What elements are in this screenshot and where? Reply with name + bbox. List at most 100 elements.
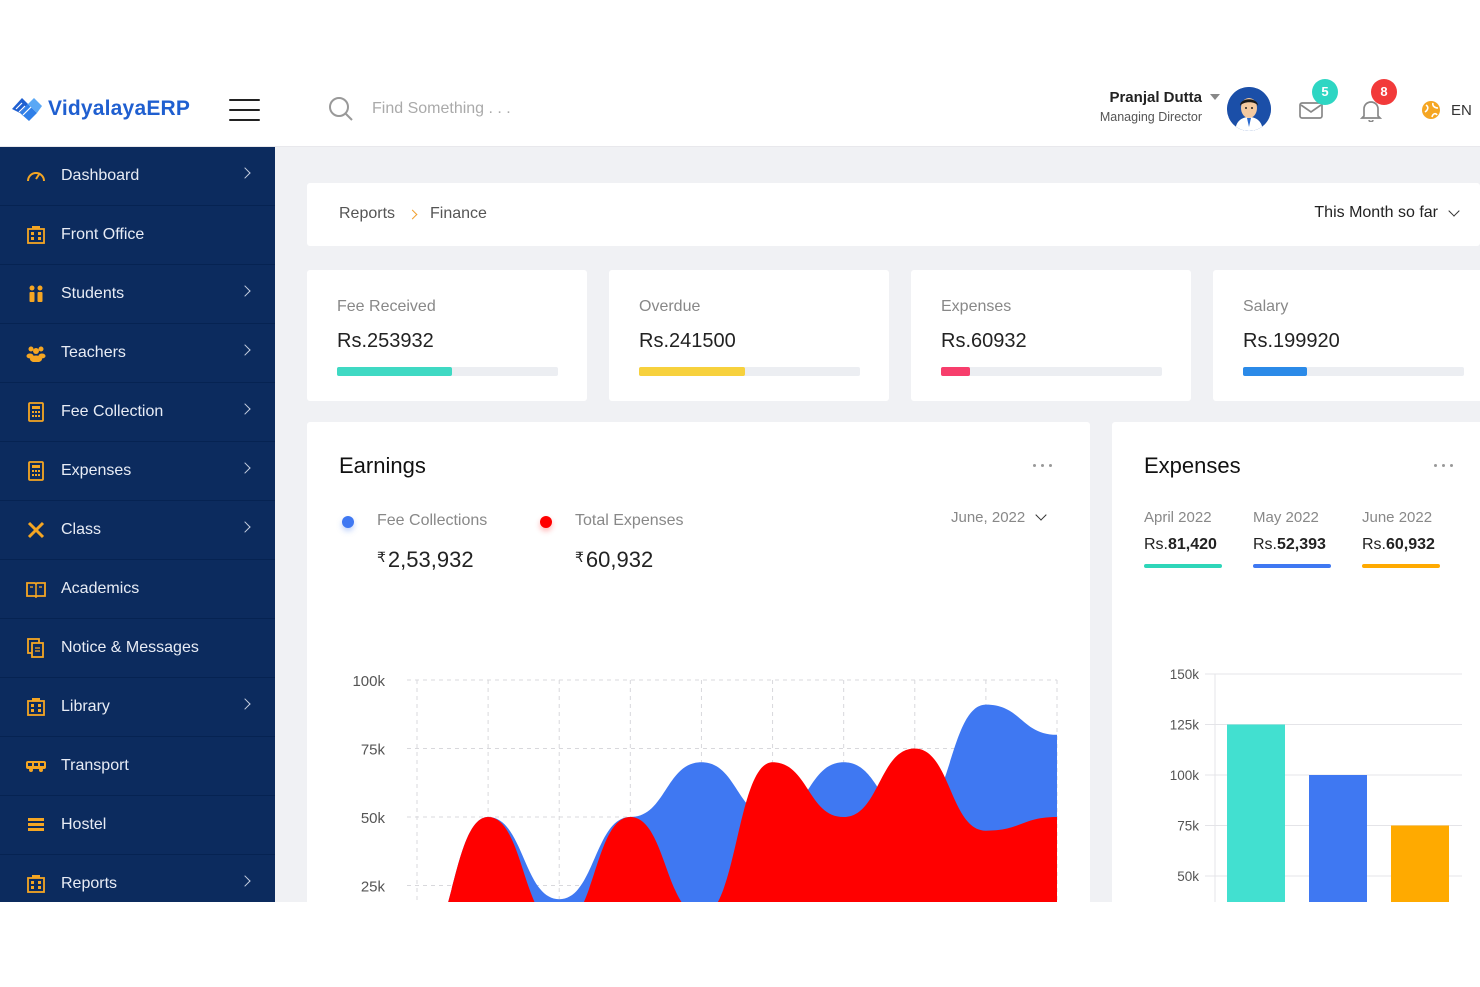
breadcrumb-bar: Reports Finance This Month so far [307, 183, 1480, 246]
sidebar: Dashboard Front Office Students Teachers Fee… [0, 147, 275, 902]
month-label: April 2022 [1144, 509, 1212, 526]
month-label: May 2022 [1253, 509, 1319, 526]
legend-label: Fee Collections [377, 512, 488, 529]
more-options-icon[interactable] [1434, 464, 1453, 467]
stat-value: Rs.60932 [941, 330, 1027, 352]
sidebar-item-expenses[interactable]: Expenses [0, 442, 275, 501]
progress-fill [1243, 367, 1308, 376]
y-tick-label: 125k [1170, 718, 1200, 733]
y-tick-label: 50k [1177, 869, 1199, 884]
stat-value: Rs.253932 [337, 330, 434, 352]
breadcrumb-reports[interactable]: Reports [339, 205, 396, 222]
more-options-icon[interactable] [1033, 464, 1052, 467]
y-tick-label: 100k [1170, 768, 1200, 783]
chevron-down-icon [1448, 204, 1460, 217]
chevron-down-icon [1035, 509, 1047, 521]
month-underline [1362, 564, 1440, 568]
bar-may-2022 [1309, 775, 1367, 902]
stat-value: Rs.241500 [639, 330, 736, 352]
sidebar-item-label: Academics [61, 580, 140, 597]
stat-value: Rs.199920 [1243, 330, 1340, 352]
sidebar-item-teachers[interactable]: Teachers [0, 324, 275, 383]
mail-badge: 5 [1312, 79, 1338, 105]
period-label: This Month so far [1314, 204, 1438, 221]
stat-label: Fee Received [337, 298, 436, 315]
bar-april-2022 [1227, 724, 1285, 902]
progress-fill [941, 367, 970, 376]
month-value: Rs.52,393 [1253, 536, 1326, 553]
sidebar-item-fee-collection[interactable]: Fee Collection [0, 383, 275, 442]
mail-button[interactable]: 5 [1299, 79, 1338, 125]
sidebar-item-hostel[interactable]: Hostel [0, 796, 275, 855]
sidebar-item-reports[interactable]: Reports [0, 855, 275, 902]
sidebar-item-academics[interactable]: Academics [0, 560, 275, 619]
building-icon [25, 696, 47, 718]
chevron-right-icon [239, 344, 251, 356]
y-tick-label: 75k [361, 742, 386, 759]
expenses-title: Expenses [1144, 453, 1241, 478]
sidebar-item-label: Library [61, 698, 110, 715]
month-selector[interactable]: June, 2022 [951, 509, 1047, 526]
language-selector[interactable]: EN [1421, 100, 1472, 120]
chevron-right-icon [239, 698, 251, 710]
sidebar-item-students[interactable]: Students [0, 265, 275, 324]
chevron-right-icon [239, 462, 251, 474]
y-tick-label: 50k [361, 810, 386, 827]
students-icon [25, 283, 47, 305]
bar-june-2022 [1391, 825, 1449, 902]
breadcrumb-finance: Finance [430, 205, 487, 222]
menu-toggle-icon[interactable] [229, 99, 260, 121]
sidebar-item-front-office[interactable]: Front Office [0, 206, 275, 265]
mail-icon [1299, 102, 1323, 119]
stat-card-expenses[interactable]: Expenses Rs.60932 [911, 270, 1191, 401]
legend-value: ₹60,932 [575, 547, 654, 572]
sidebar-item-library[interactable]: Library [0, 678, 275, 737]
stat-card-salary[interactable]: Salary Rs.199920 [1213, 270, 1480, 401]
sidebar-item-label: Teachers [61, 344, 126, 361]
building-icon [25, 224, 47, 246]
sidebar-item-label: Front Office [61, 226, 145, 243]
logo[interactable]: VidyalayaERP [10, 94, 190, 124]
chevron-right-icon [239, 521, 251, 533]
building-icon [25, 873, 47, 895]
stat-label: Expenses [941, 298, 1012, 315]
sidebar-item-dashboard[interactable]: Dashboard [0, 147, 275, 206]
progress-track [1243, 367, 1464, 376]
user-dropdown-icon[interactable] [1210, 94, 1220, 100]
month-underline [1253, 564, 1331, 568]
legend-value: ₹2,53,932 [377, 547, 474, 572]
sidebar-item-transport[interactable]: Transport [0, 737, 275, 796]
sidebar-item-label: Notice & Messages [61, 639, 199, 656]
legend-dot [342, 516, 354, 528]
stat-label: Salary [1243, 298, 1289, 315]
sidebar-item-notice-messages[interactable]: Notice & Messages [0, 619, 275, 678]
period-selector[interactable]: This Month so far [1314, 204, 1460, 222]
notification-button[interactable]: 8 [1359, 79, 1397, 127]
month-value: Rs.81,420 [1144, 536, 1217, 553]
progress-track [941, 367, 1162, 376]
sidebar-item-class[interactable]: Class [0, 501, 275, 560]
user-menu[interactable]: Pranjal Dutta Managing Director [1086, 89, 1202, 124]
user-name: Pranjal Dutta [1109, 89, 1202, 106]
stat-label: Overdue [639, 298, 701, 315]
month-underline [1144, 564, 1222, 568]
sidebar-item-label: Students [61, 285, 125, 302]
chevron-right-icon [239, 285, 251, 297]
chevron-right-icon [239, 403, 251, 415]
bed-icon [25, 814, 47, 836]
stat-card-fee-received[interactable]: Fee Received Rs.253932 [307, 270, 587, 401]
notification-badge: 8 [1371, 79, 1397, 105]
y-tick-label: 75k [1177, 819, 1199, 834]
avatar[interactable] [1227, 87, 1271, 131]
breadcrumb: Reports Finance [339, 205, 487, 223]
search-icon[interactable] [328, 96, 354, 122]
stat-card-overdue[interactable]: Overdue Rs.241500 [609, 270, 889, 401]
progress-track [639, 367, 860, 376]
legend-label: Total Expenses [575, 512, 684, 529]
earnings-title: Earnings [339, 453, 426, 478]
month-value: Rs.60,932 [1362, 536, 1435, 553]
expense-month-june: June 2022 Rs.60,932 [1362, 509, 1440, 568]
language-label: EN [1451, 101, 1472, 119]
search-input[interactable] [372, 100, 632, 118]
